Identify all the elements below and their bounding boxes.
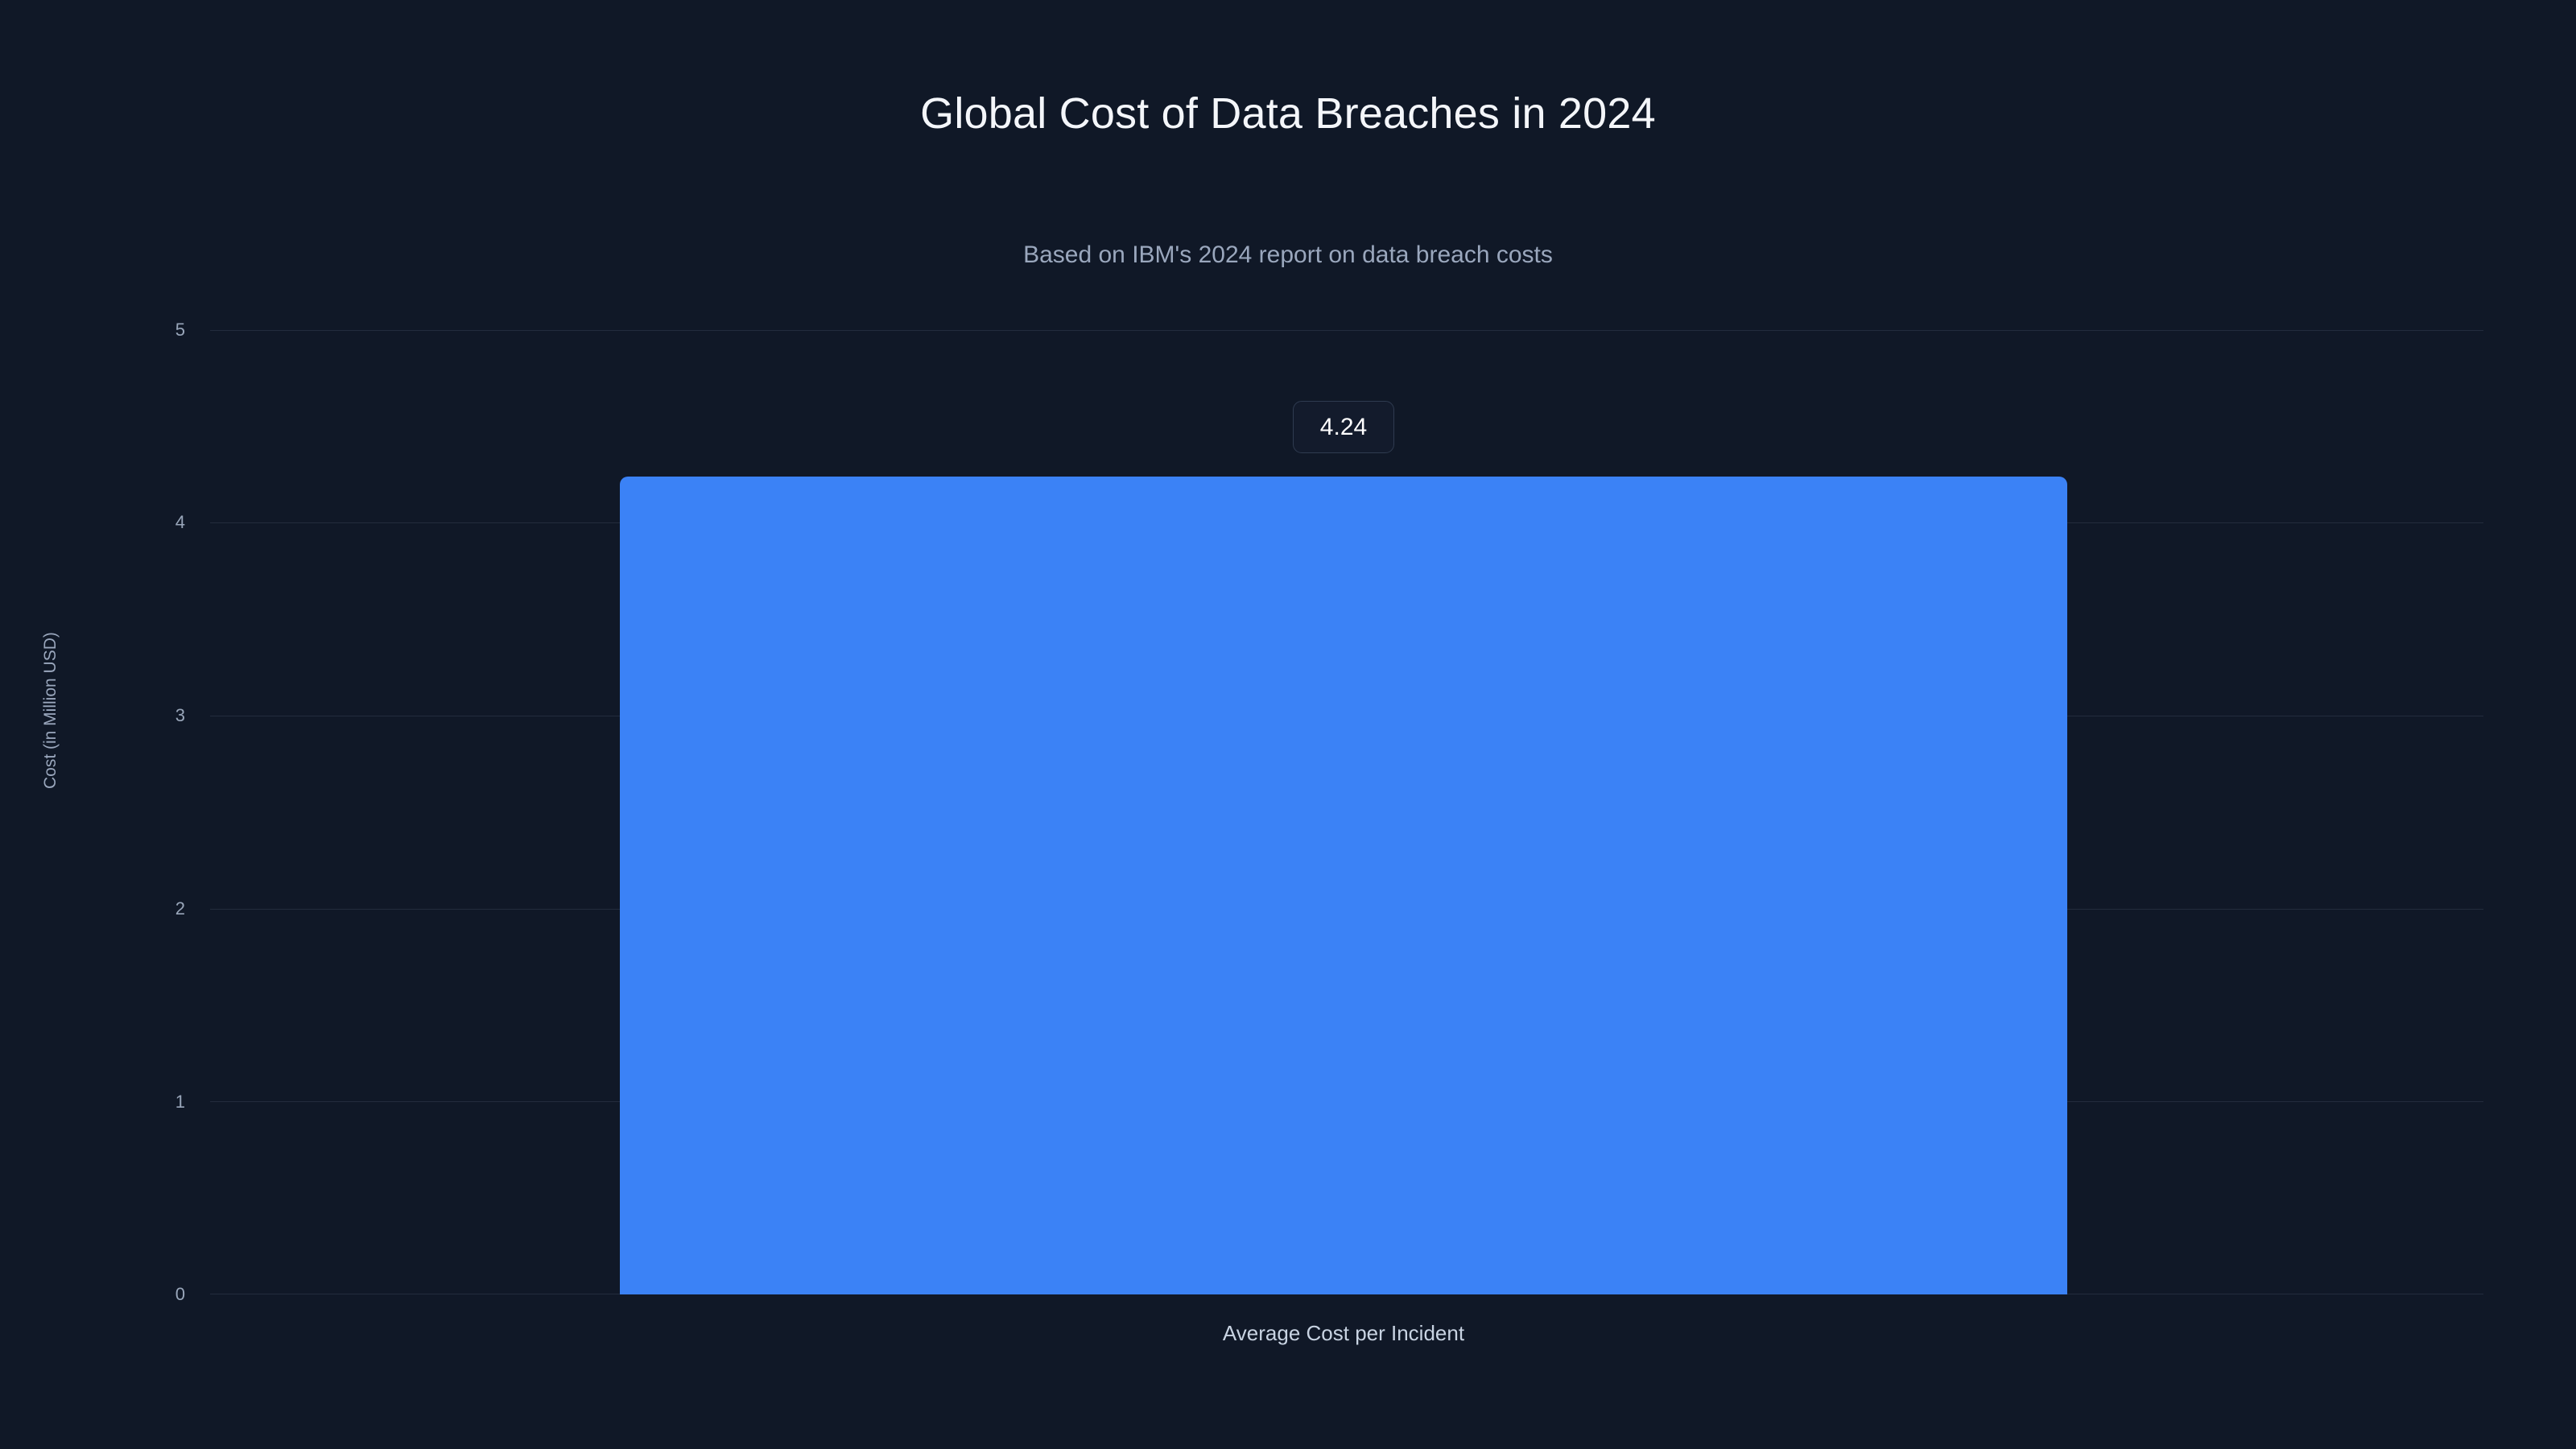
gridline-5 bbox=[210, 330, 2483, 331]
y-tick-5: 5 bbox=[121, 321, 185, 340]
y-tick-label-4: 4 bbox=[175, 512, 185, 532]
y-tick-4: 4 bbox=[121, 514, 185, 532]
y-tick-1: 1 bbox=[121, 1093, 185, 1112]
y-tick-label-0: 0 bbox=[175, 1284, 185, 1304]
y-tick-label-2: 2 bbox=[175, 898, 185, 919]
y-axis-title: Cost (in Million USD) bbox=[41, 632, 60, 789]
chart-title: Global Cost of Data Breaches in 2024 bbox=[920, 89, 1656, 138]
x-axis-category-label: Average Cost per Incident bbox=[1222, 1321, 1465, 1345]
y-tick-label-5: 5 bbox=[175, 320, 185, 340]
y-tick-0: 0 bbox=[121, 1286, 185, 1304]
y-tick-3: 3 bbox=[121, 707, 185, 725]
y-tick-label-3: 3 bbox=[175, 705, 185, 725]
y-tick-2: 2 bbox=[121, 900, 185, 919]
y-tick-label-1: 1 bbox=[175, 1092, 185, 1112]
chart-subtitle: Based on IBM's 2024 report on data breac… bbox=[1023, 242, 1553, 268]
bar-average-cost-per-incident[interactable] bbox=[620, 477, 2067, 1294]
bar-value-badge: 4.24 bbox=[1293, 401, 1394, 453]
